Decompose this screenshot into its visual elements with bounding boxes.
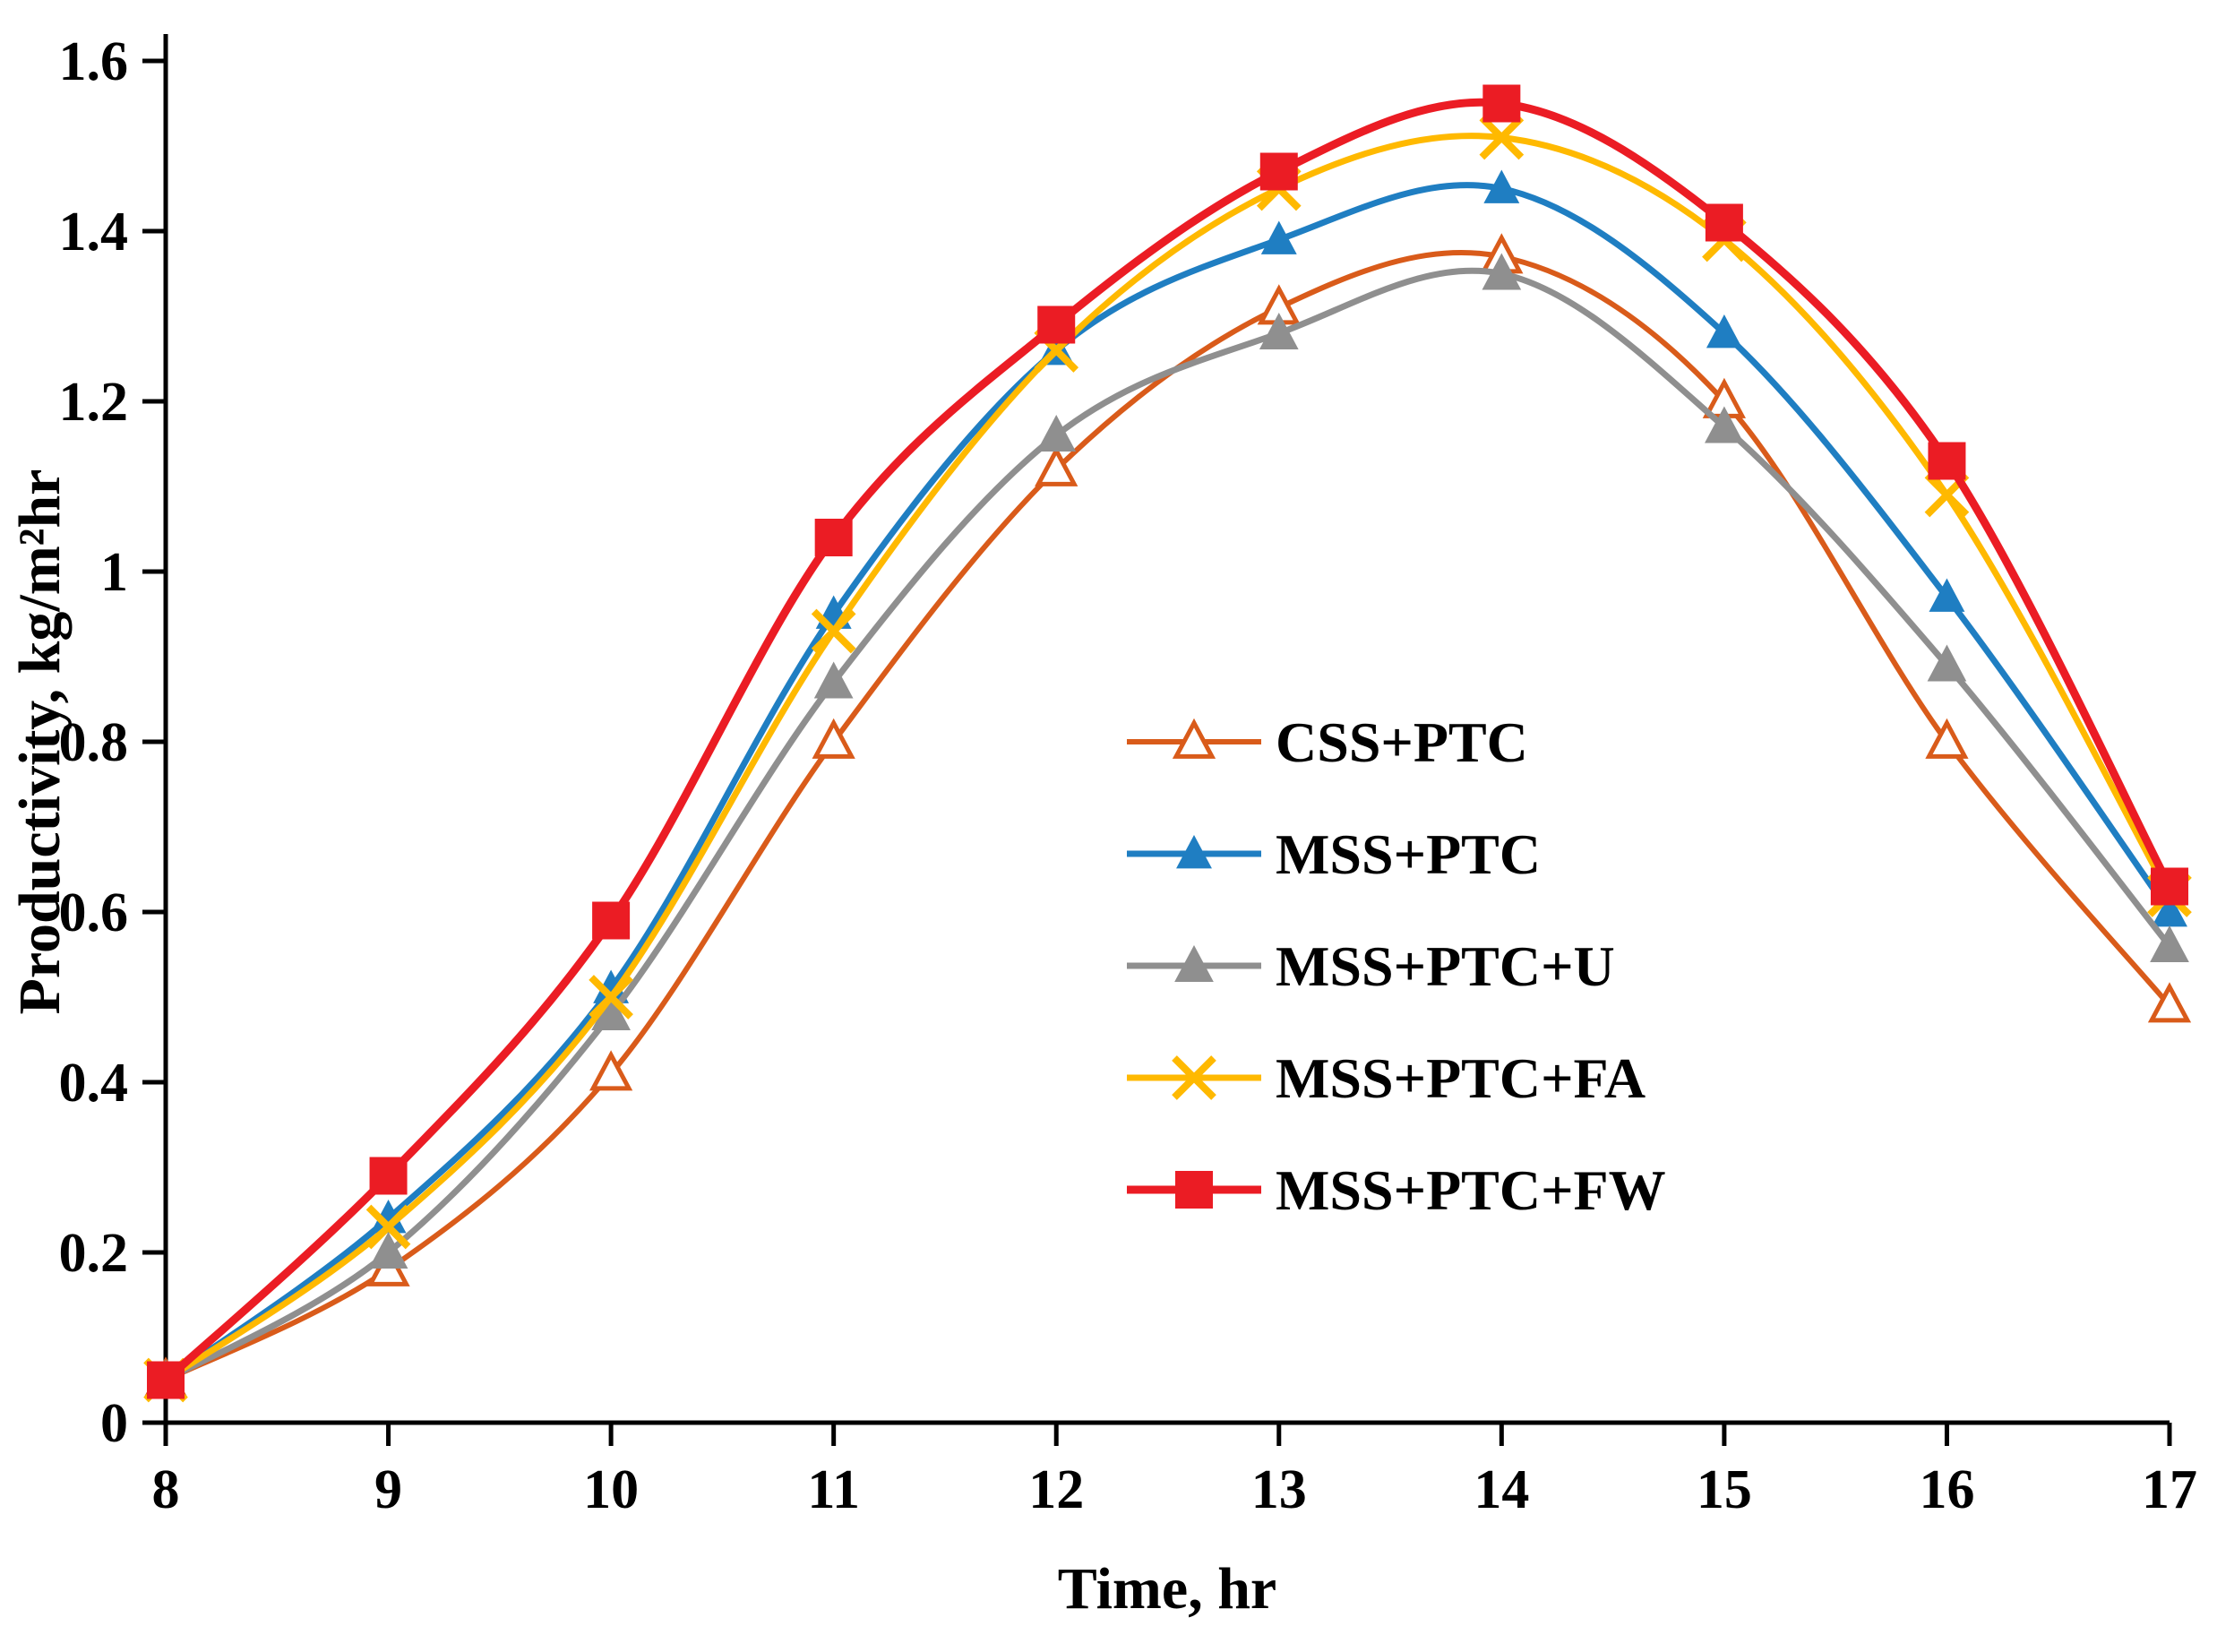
marker-triangle	[370, 1200, 407, 1234]
x-tick-label: 14	[1474, 1459, 1529, 1520]
series-line-mss-ptc-u	[162, 267, 2173, 1383]
marker-square	[1705, 203, 1743, 242]
marker-square	[592, 901, 631, 940]
y-tick-label: 0.4	[59, 1053, 129, 1114]
y-tick-label: 1.6	[59, 31, 129, 92]
marker-x	[1172, 1055, 1216, 1100]
marker-square	[147, 1361, 185, 1399]
marker-x	[589, 975, 633, 1020]
marker-triangle	[1176, 835, 1212, 869]
marker-triangle	[1483, 169, 1520, 203]
y-tick-label: 1.2	[59, 372, 129, 433]
marker-x	[1479, 115, 1525, 160]
marker-triangle	[813, 661, 854, 699]
y-tick-label: 0	[100, 1393, 128, 1454]
marker-triangle	[1705, 406, 1744, 443]
marker-triangle	[591, 994, 631, 1030]
marker-square	[1928, 442, 1966, 480]
marker-triangle	[593, 969, 630, 1003]
x-tick-label: 10	[583, 1459, 639, 1520]
x-tick-label: 16	[1919, 1459, 1974, 1520]
series-line-mss-ptc-fw	[161, 98, 2174, 1384]
marker-triangle	[1482, 253, 1522, 290]
marker-triangle-open	[1035, 445, 1078, 486]
y-tick-label: 1	[100, 542, 128, 603]
legend-label: MSS+PTC+FA	[1276, 1046, 1646, 1110]
marker-square	[1259, 152, 1298, 191]
x-tick-label: 15	[1697, 1459, 1752, 1520]
y-tick-label: 0.2	[59, 1223, 129, 1284]
marker-triangle	[1927, 644, 1967, 682]
marker-triangle	[1929, 578, 1965, 612]
marker-triangle-open	[2147, 982, 2192, 1023]
marker-square	[1482, 84, 1521, 123]
y-tick-label: 0.8	[59, 712, 129, 773]
marker-triangle	[2152, 893, 2187, 927]
series-line-mss-ptc	[162, 182, 2173, 1383]
marker-triangle-open	[589, 1050, 633, 1091]
marker-x	[365, 1204, 411, 1250]
x-axis-title: Time, hr	[1058, 1556, 1276, 1622]
marker-x	[811, 608, 856, 654]
marker-square	[814, 519, 853, 556]
legend-label: MSS+PTC	[1276, 822, 1541, 886]
marker-triangle	[2150, 925, 2189, 962]
legend-label: MSS+PTC+U	[1276, 934, 1615, 998]
x-tick-label: 11	[807, 1459, 860, 1520]
series-line-css-ptc	[163, 249, 2172, 1383]
x-tick-label: 17	[2142, 1459, 2197, 1520]
marker-square	[1037, 305, 1076, 344]
x-tick-label: 9	[374, 1459, 402, 1520]
marker-triangle	[1260, 220, 1297, 254]
marker-triangle	[1036, 415, 1077, 452]
marker-triangle	[1174, 945, 1214, 982]
plot-area: 0 0.2 0.4 0.6 0.8 1 1.2 1.4 1.6 8 9 10 11 12 13 14 15 16 1…	[59, 31, 2198, 1520]
marker-triangle-open	[1172, 718, 1216, 759]
marker-square	[369, 1157, 408, 1195]
x-tick-label: 13	[1251, 1459, 1307, 1520]
y-tick-label: 1.4	[59, 202, 129, 262]
y-tick-label: 0.6	[59, 882, 129, 943]
x-tick-label: 8	[152, 1459, 180, 1520]
legend-label: MSS+PTC+FW	[1276, 1158, 1666, 1222]
marker-triangle-open	[1925, 718, 1969, 759]
marker-triangle	[368, 1232, 408, 1269]
marker-triangle	[1706, 314, 1742, 348]
y-axis-title: Productivity, kg/m²hr	[7, 469, 73, 1015]
x-tick-label: 12	[1028, 1459, 1084, 1520]
marker-triangle	[1259, 313, 1299, 349]
marker-square	[1175, 1171, 1213, 1209]
series-line-mss-ptc-fa	[162, 133, 2173, 1383]
marker-triangle-open	[812, 718, 855, 759]
marker-square	[2151, 867, 2188, 906]
legend-label: CSS+PTC	[1276, 710, 1528, 774]
